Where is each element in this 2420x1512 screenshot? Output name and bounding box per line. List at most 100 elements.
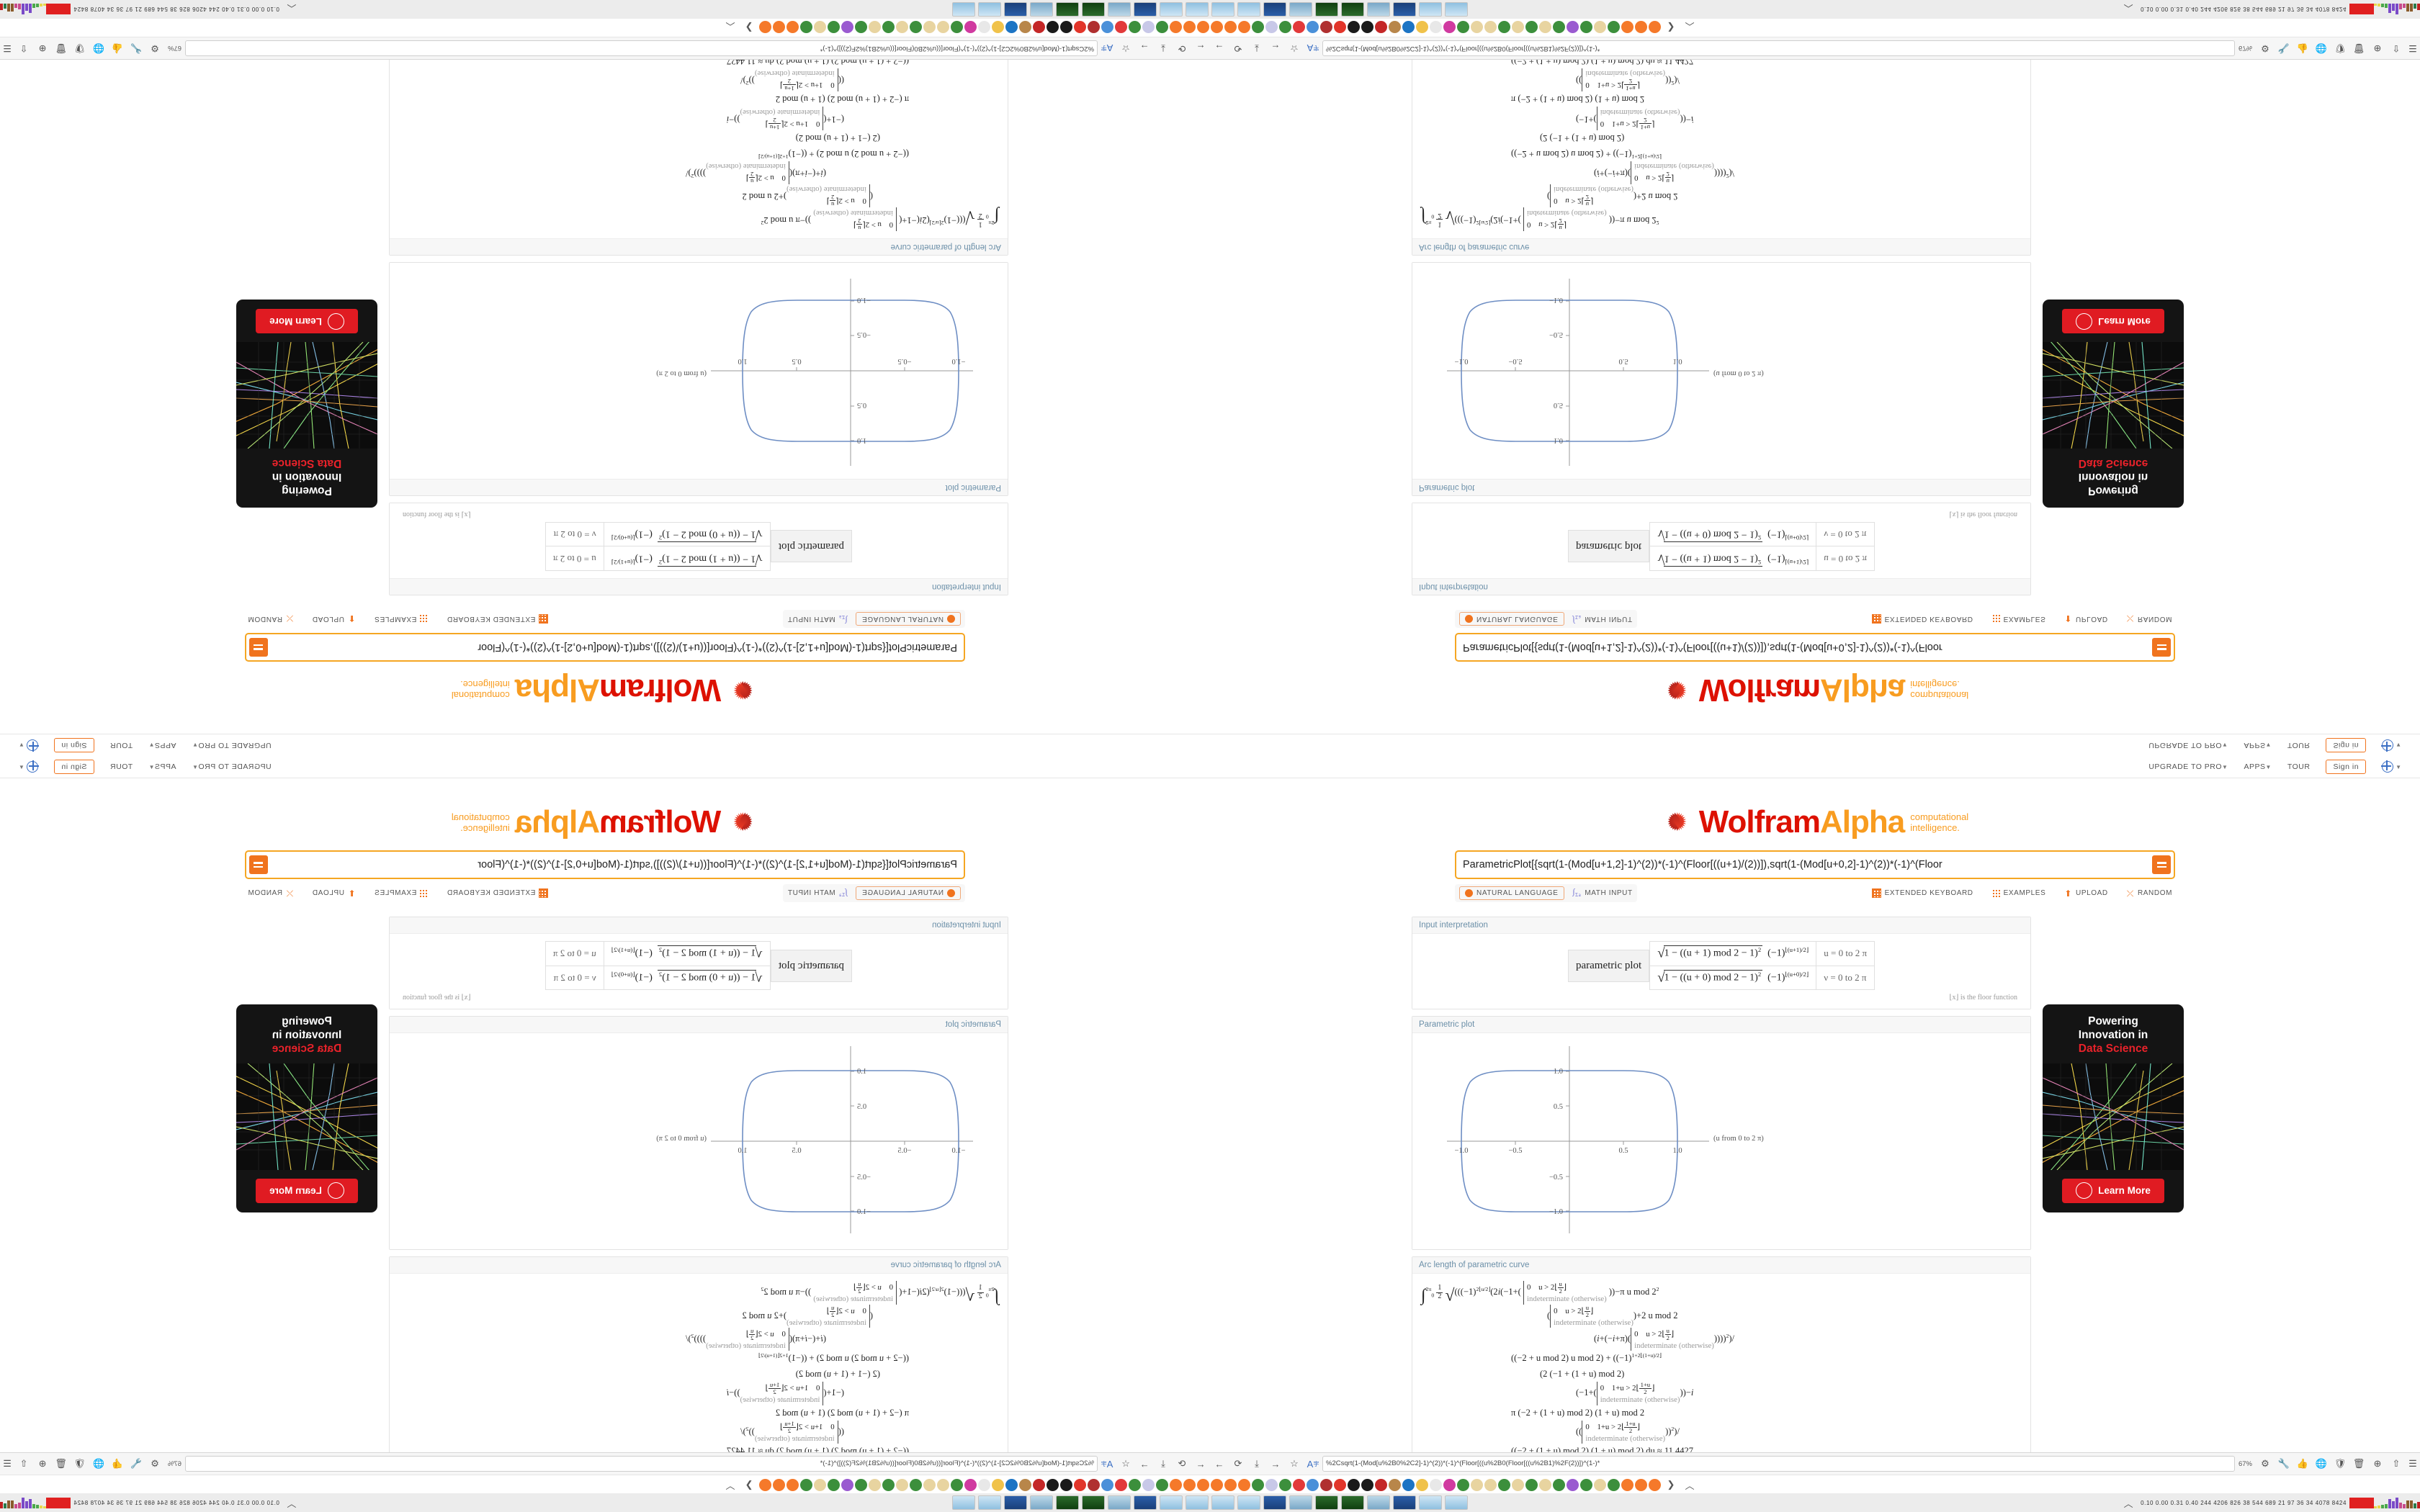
extension-icon[interactable] (1265, 21, 1278, 34)
extension-icon[interactable] (1074, 21, 1086, 34)
gear-icon[interactable]: ⚙ (2261, 43, 2269, 54)
nav-upgrade-to-pro[interactable]: UPGRADE TO PRO▼ (2148, 741, 2228, 750)
extension-icon[interactable] (1553, 21, 1565, 34)
plus-circle-icon[interactable]: ⊕ (38, 43, 47, 54)
taskbar-window[interactable] (1419, 2, 1442, 17)
taskbar-window[interactable] (1108, 1495, 1131, 1510)
taskbar-window[interactable] (1393, 1495, 1416, 1510)
trash-icon[interactable]: 🗑 (2352, 43, 2365, 54)
taskbar-window[interactable] (1367, 1495, 1390, 1510)
hamburger-icon[interactable]: ☰ (3, 43, 12, 54)
sidebar-ad[interactable]: Powering Innovation in Data Science (2043, 1004, 2184, 1212)
back-arrow-icon[interactable]: ← (1214, 1458, 1224, 1470)
shield-icon[interactable]: 🛡 (73, 1458, 86, 1469)
taskbar-window[interactable] (1263, 2, 1286, 17)
nav-apps[interactable]: APPS▼ (2244, 741, 2272, 750)
extension-icon[interactable] (1361, 21, 1373, 34)
shield-icon[interactable]: 🛡 (2334, 43, 2347, 54)
extension-icon[interactable] (786, 21, 799, 34)
extension-icon[interactable] (1635, 21, 1647, 34)
taskbar-window[interactable] (1030, 1495, 1053, 1510)
extension-icon[interactable] (1348, 1478, 1360, 1491)
language-selector[interactable]: ▼ (19, 739, 38, 751)
language-selector[interactable]: ▼ (19, 761, 38, 773)
bookmark-star-icon[interactable]: ☆ (1121, 43, 1130, 54)
forward-arrow-icon[interactable]: → (1270, 1458, 1281, 1470)
extension-icon[interactable] (1608, 21, 1620, 34)
extension-icon[interactable] (1238, 21, 1250, 34)
extension-icon[interactable] (896, 1478, 908, 1491)
extension-icon[interactable] (855, 1478, 867, 1491)
nav-apps[interactable]: APPS▼ (148, 741, 176, 750)
extension-icon[interactable] (1211, 21, 1223, 34)
extension-icon[interactable] (1197, 21, 1209, 34)
plus-circle-icon[interactable]: ⊕ (2373, 1458, 2382, 1469)
chevron-right-icon[interactable]: ❯ (1667, 1479, 1675, 1490)
extension-icon[interactable] (1238, 1478, 1250, 1491)
arrow-up-circle-icon[interactable]: ⇧ (2392, 1458, 2401, 1469)
sign-in-button[interactable]: Sign in (2326, 738, 2367, 752)
extension-icon[interactable] (1402, 21, 1415, 34)
extension-icon[interactable] (814, 1478, 826, 1491)
address-bar[interactable]: *(-1)^(Floor[((u%2B1)%2F(2))])%2Csqrt(1-… (1322, 1456, 2235, 1472)
extension-icon[interactable] (814, 21, 826, 34)
shield-icon[interactable]: 🛡 (2334, 1458, 2347, 1469)
chevron-up-icon[interactable]: ︿ (1685, 1480, 1695, 1491)
extension-icon[interactable] (1649, 1478, 1661, 1491)
extension-icon[interactable] (1047, 1478, 1059, 1491)
trash-icon[interactable]: 🗑 (55, 1458, 68, 1469)
extension-icon[interactable] (1183, 1478, 1196, 1491)
upload-button[interactable]: ⬆ UPLOAD (2064, 613, 2108, 624)
extension-icon[interactable] (1430, 21, 1442, 34)
taskbar-window[interactable] (1186, 2, 1209, 17)
extension-icon[interactable] (1224, 1478, 1237, 1491)
nav-tour[interactable]: TOUR (2287, 762, 2311, 771)
chevron-up-icon[interactable]: ︿ (1685, 21, 1695, 32)
taskbar-window[interactable] (1082, 2, 1105, 17)
extension-icon[interactable] (1594, 21, 1606, 34)
chevron-right-icon[interactable]: ❯ (1667, 22, 1675, 33)
extension-icon[interactable] (1484, 21, 1497, 34)
extension-icon[interactable] (1279, 1478, 1291, 1491)
search-input[interactable] (268, 642, 964, 653)
natural-language-button[interactable]: NATURAL LANGUAGE (1459, 886, 1564, 900)
extension-icon[interactable] (992, 1478, 1004, 1491)
extension-icon[interactable] (1608, 1478, 1620, 1491)
gear-icon[interactable]: ⚙ (151, 1458, 159, 1469)
chevron-right-icon[interactable]: ❯ (745, 22, 753, 33)
wrench-icon[interactable]: 🔧 (2277, 43, 2290, 54)
extension-icon[interactable] (1443, 1478, 1456, 1491)
math-input-button[interactable]: ∫Σa MATH INPUT (787, 888, 848, 899)
extension-icon[interactable] (1170, 21, 1182, 34)
thumbs-up-icon[interactable]: 👍 (111, 43, 124, 54)
extended-keyboard-button[interactable]: EXTENDED KEYBOARD (1871, 888, 1973, 898)
extension-icon[interactable] (1033, 1478, 1045, 1491)
ad-learn-more-button[interactable]: Learn More (2062, 1178, 2164, 1203)
nav-apps[interactable]: APPS▼ (148, 762, 176, 771)
examples-button[interactable]: EXAMPLES (1991, 615, 2045, 623)
nav-upgrade-to-pro[interactable]: UPGRADE TO PRO▼ (192, 762, 272, 771)
upload-button[interactable]: ⬆ UPLOAD (312, 613, 356, 624)
extended-keyboard-button[interactable]: EXTENDED KEYBOARD (447, 888, 549, 898)
extension-icon[interactable] (1252, 1478, 1264, 1491)
gear-icon[interactable]: ⚙ (2261, 1458, 2269, 1469)
extension-icon[interactable] (1580, 21, 1592, 34)
extension-icon[interactable] (1156, 21, 1168, 34)
extension-icon[interactable] (1443, 21, 1456, 34)
extension-icon[interactable] (1074, 1478, 1086, 1491)
bookmark-star-icon[interactable]: ☆ (1121, 1458, 1130, 1469)
hamburger-icon[interactable]: ☰ (2408, 1458, 2417, 1469)
extension-icon[interactable] (1320, 1478, 1332, 1491)
natural-language-button[interactable]: NATURAL LANGUAGE (856, 886, 961, 900)
arrow-up-circle-icon[interactable]: ⇧ (19, 43, 28, 54)
zoom-level-badge[interactable]: 67% (2238, 44, 2252, 53)
extension-icon[interactable] (1019, 1478, 1031, 1491)
taskbar-window[interactable] (1082, 1495, 1105, 1510)
extension-icon[interactable] (759, 1478, 771, 1491)
address-bar[interactable]: *(-1)^(Floor[((u%2B1)%2F(2))])%2Csqrt(1-… (1322, 40, 2235, 56)
extension-icon[interactable] (1567, 21, 1579, 34)
extension-icon[interactable] (910, 1478, 922, 1491)
taskbar-window[interactable] (1186, 1495, 1209, 1510)
